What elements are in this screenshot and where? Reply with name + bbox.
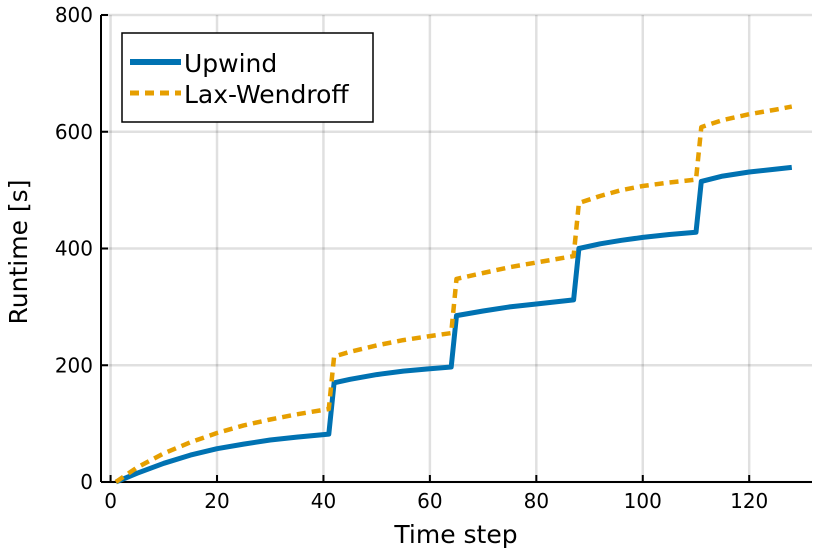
y-tick-label: 400 xyxy=(55,237,93,261)
legend-label-lax-wendroff: Lax-Wendroff xyxy=(184,80,349,109)
series-group xyxy=(114,104,793,485)
tick-labels: 0 20 40 60 80 100 120 0 200 400 600 800 xyxy=(55,3,768,513)
series-line-upwind xyxy=(114,164,793,485)
series-line-lax-wendroff xyxy=(114,104,793,484)
y-tick-label: 800 xyxy=(55,3,93,27)
x-axis-label: Time step xyxy=(393,520,517,549)
legend-box xyxy=(121,32,374,123)
x-tick-label: 0 xyxy=(104,489,117,513)
legend-label-upwind: Upwind xyxy=(184,49,277,78)
y-tick-label: 200 xyxy=(55,353,93,377)
y-tick-label: 0 xyxy=(80,470,93,494)
x-tick-label: 100 xyxy=(624,489,662,513)
x-tick-label: 80 xyxy=(524,489,549,513)
y-axis-label: Runtime [s] xyxy=(4,180,33,325)
x-tick-label: 60 xyxy=(417,489,442,513)
x-tick-label: 20 xyxy=(204,489,229,513)
y-tick-label: 600 xyxy=(55,120,93,144)
legend: Upwind Lax-Wendroff xyxy=(121,32,374,123)
x-tick-label: 120 xyxy=(730,489,768,513)
axes xyxy=(100,14,812,483)
x-tick-label: 40 xyxy=(311,489,336,513)
